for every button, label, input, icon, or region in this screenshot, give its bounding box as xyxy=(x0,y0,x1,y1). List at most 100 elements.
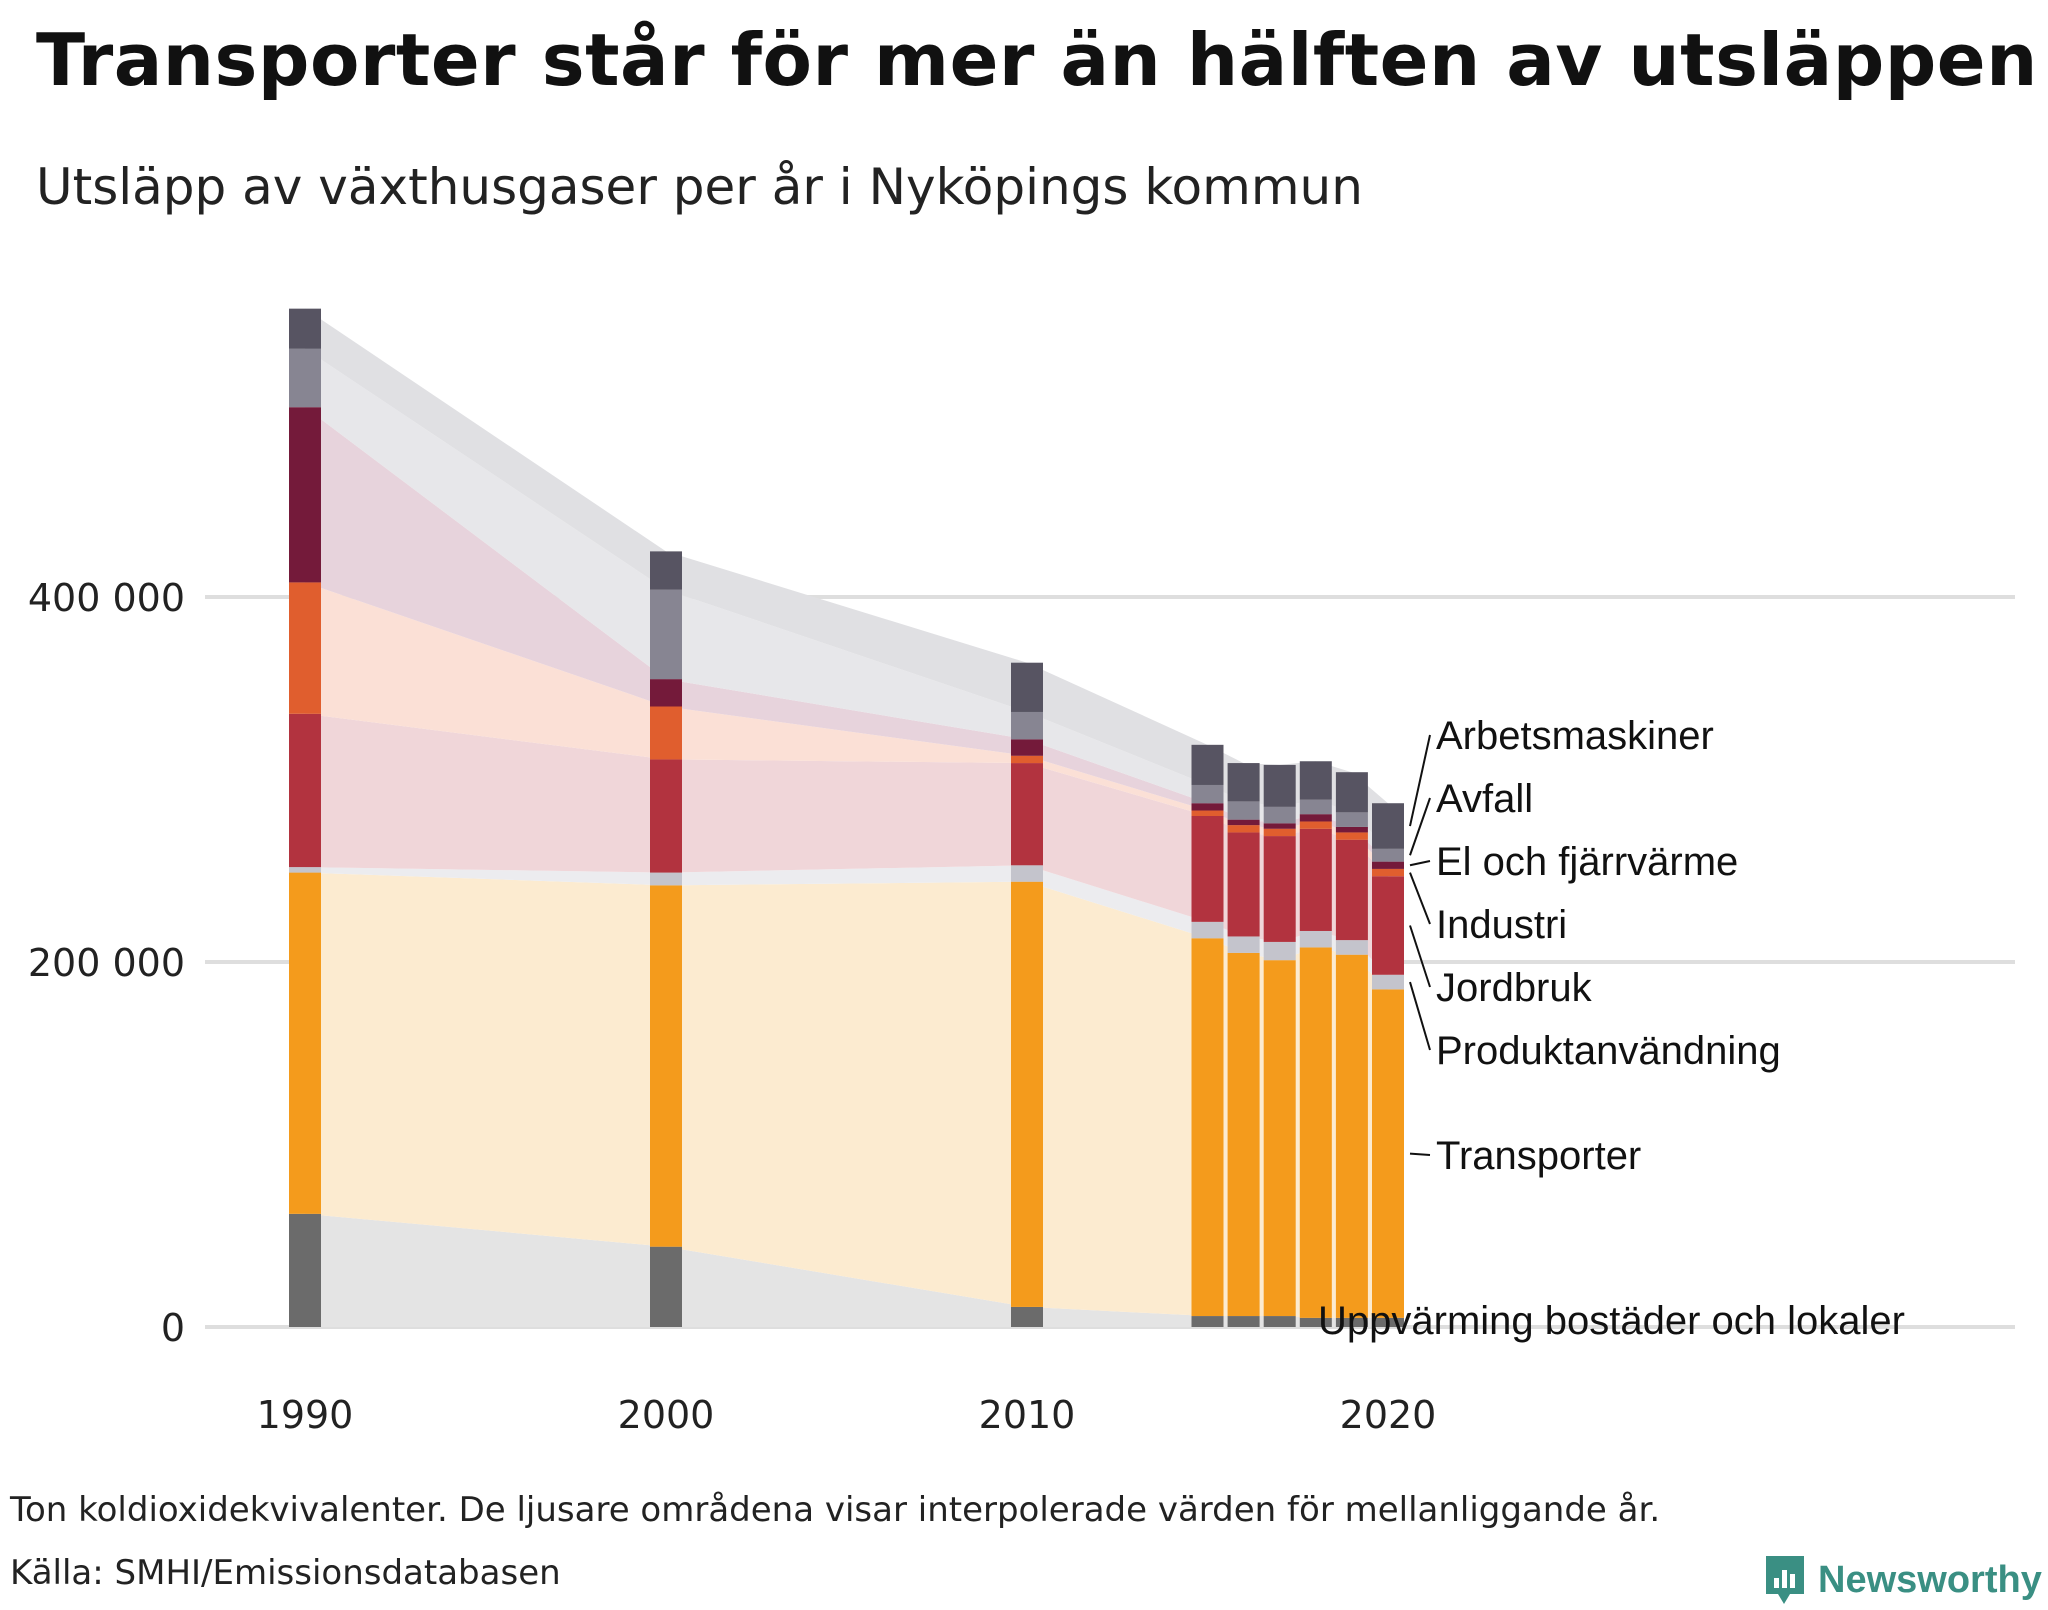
bar-segment xyxy=(1191,810,1224,816)
bar-segment xyxy=(1227,819,1260,826)
bar-segment xyxy=(1011,755,1043,764)
bar-segment xyxy=(1372,974,1404,990)
bar-segment xyxy=(1011,763,1043,866)
leader-line xyxy=(1409,925,1431,988)
series-label: Uppvärming bostäder och lokaler xyxy=(1318,1299,1905,1343)
area-4 xyxy=(305,582,1388,877)
bar-segment xyxy=(1299,814,1332,822)
bar-segment xyxy=(1191,744,1224,785)
bar-segment xyxy=(1299,761,1332,800)
bar-segment xyxy=(1372,861,1404,869)
leader-line xyxy=(1409,734,1431,827)
bar-segment xyxy=(1011,881,1043,1307)
bar-segment xyxy=(289,713,321,868)
bar-segment xyxy=(1335,826,1368,833)
bar-segment xyxy=(1227,952,1260,1317)
chart-title: Transporter står för mer än hälften av u… xyxy=(36,18,2038,102)
area-0 xyxy=(305,1213,1388,1327)
bar-segment xyxy=(1335,940,1368,955)
bar-segment xyxy=(1335,839,1368,941)
x-tick-label: 1990 xyxy=(257,1393,354,1437)
bar-segment xyxy=(1191,816,1224,922)
bar-segment xyxy=(1372,868,1404,877)
y-tick-label: 200 000 xyxy=(28,941,185,985)
bar-segment xyxy=(1011,711,1043,740)
source-note: Källa: SMHI/Emissionsdatabasen xyxy=(10,1553,561,1593)
bar-segment xyxy=(1191,921,1224,939)
bar-segment xyxy=(1263,764,1296,807)
axis-labels: 0 200 000 400 000 1990 2000 2010 2020 xyxy=(28,576,1437,1437)
leader-line xyxy=(1409,797,1431,856)
bar-segment xyxy=(289,1213,321,1327)
interpolated-areas xyxy=(305,308,1388,1327)
leader-line xyxy=(1409,981,1431,1051)
bar-segment xyxy=(1011,1306,1043,1327)
series-labels: Arbetsmaskiner Avfall El och fjärrvärme Ind… xyxy=(1318,714,1905,1343)
bar-segment xyxy=(1191,784,1224,804)
bar-segment xyxy=(289,872,321,1214)
bar-segment xyxy=(1263,806,1296,824)
series-label: Transporter xyxy=(1436,1134,1641,1178)
leader-line xyxy=(1409,860,1431,867)
bars xyxy=(289,308,1404,1327)
bar-segment xyxy=(1263,836,1296,942)
bar-segment xyxy=(1011,739,1043,756)
bar-segment xyxy=(1263,941,1296,961)
bar-segment xyxy=(1011,865,1043,882)
leader-line xyxy=(1409,872,1431,925)
bar-segment xyxy=(1299,930,1332,948)
area-3 xyxy=(305,713,1388,975)
bar-segment xyxy=(1335,954,1368,1318)
bar-segment xyxy=(1227,832,1260,937)
newsworthy-logo-icon xyxy=(1766,1556,1804,1604)
chart-subtitle: Utsläpp av växthusgaser per år i Nyköpin… xyxy=(36,158,1363,216)
stacked-bar-chart: 0 200 000 400 000 1990 2000 2010 2020 Arbetsma… xyxy=(28,308,2015,1437)
brand-name: Newsworthy xyxy=(1818,1558,2042,1601)
newsworthy-logo[interactable]: Newsworthy xyxy=(1762,1550,2042,1610)
bar-segment xyxy=(1335,832,1368,840)
series-label: Industri xyxy=(1436,903,1567,947)
bar-segment xyxy=(1191,938,1224,1317)
bar-segment xyxy=(1227,825,1260,833)
series-label: Arbetsmaskiner xyxy=(1436,714,1714,758)
bar-segment xyxy=(1227,1316,1260,1327)
bar-segment xyxy=(1299,947,1332,1318)
bar-segment xyxy=(1372,876,1404,975)
leader-line xyxy=(1409,1152,1431,1156)
bar-segment xyxy=(1372,803,1404,849)
bar-segment xyxy=(650,551,682,590)
bar-segment xyxy=(1263,828,1296,837)
series-label: El och fjärrvärme xyxy=(1436,840,1738,884)
bar-segment xyxy=(650,706,682,760)
area-1 xyxy=(305,872,1388,1318)
series-label: Jordbruk xyxy=(1436,966,1593,1010)
y-tick-label: 0 xyxy=(161,1306,185,1350)
x-tick-label: 2000 xyxy=(618,1393,715,1437)
bar-segment xyxy=(1263,1316,1296,1327)
area-7 xyxy=(305,308,1388,849)
series-label: Produktanvändning xyxy=(1436,1029,1781,1073)
bar-segment xyxy=(1227,763,1260,802)
footnote: Ton koldioxidekvivalenter. De ljusare om… xyxy=(10,1490,1661,1530)
bar-segment xyxy=(650,679,682,707)
series-label: Avfall xyxy=(1436,777,1533,821)
bar-segment xyxy=(289,407,321,583)
bar-segment xyxy=(289,582,321,714)
bar-segment xyxy=(1227,801,1260,820)
bar-segment xyxy=(1191,803,1224,811)
y-tick-label: 400 000 xyxy=(28,576,185,620)
bar-segment xyxy=(1227,936,1260,953)
bar-segment xyxy=(1263,960,1296,1317)
x-tick-label: 2020 xyxy=(1340,1393,1437,1437)
bar-segment xyxy=(1372,1317,1404,1327)
bar-segment xyxy=(1299,1317,1332,1327)
bar-segment xyxy=(1372,989,1404,1318)
area-2 xyxy=(305,865,1388,990)
bar-segment xyxy=(650,872,682,886)
bar-segment xyxy=(289,867,321,873)
bar-segment xyxy=(1335,812,1368,827)
bar-segment xyxy=(650,885,682,1247)
bar-segment xyxy=(650,759,682,873)
bar-segment xyxy=(1335,1317,1368,1327)
bar-segment xyxy=(1372,848,1404,862)
